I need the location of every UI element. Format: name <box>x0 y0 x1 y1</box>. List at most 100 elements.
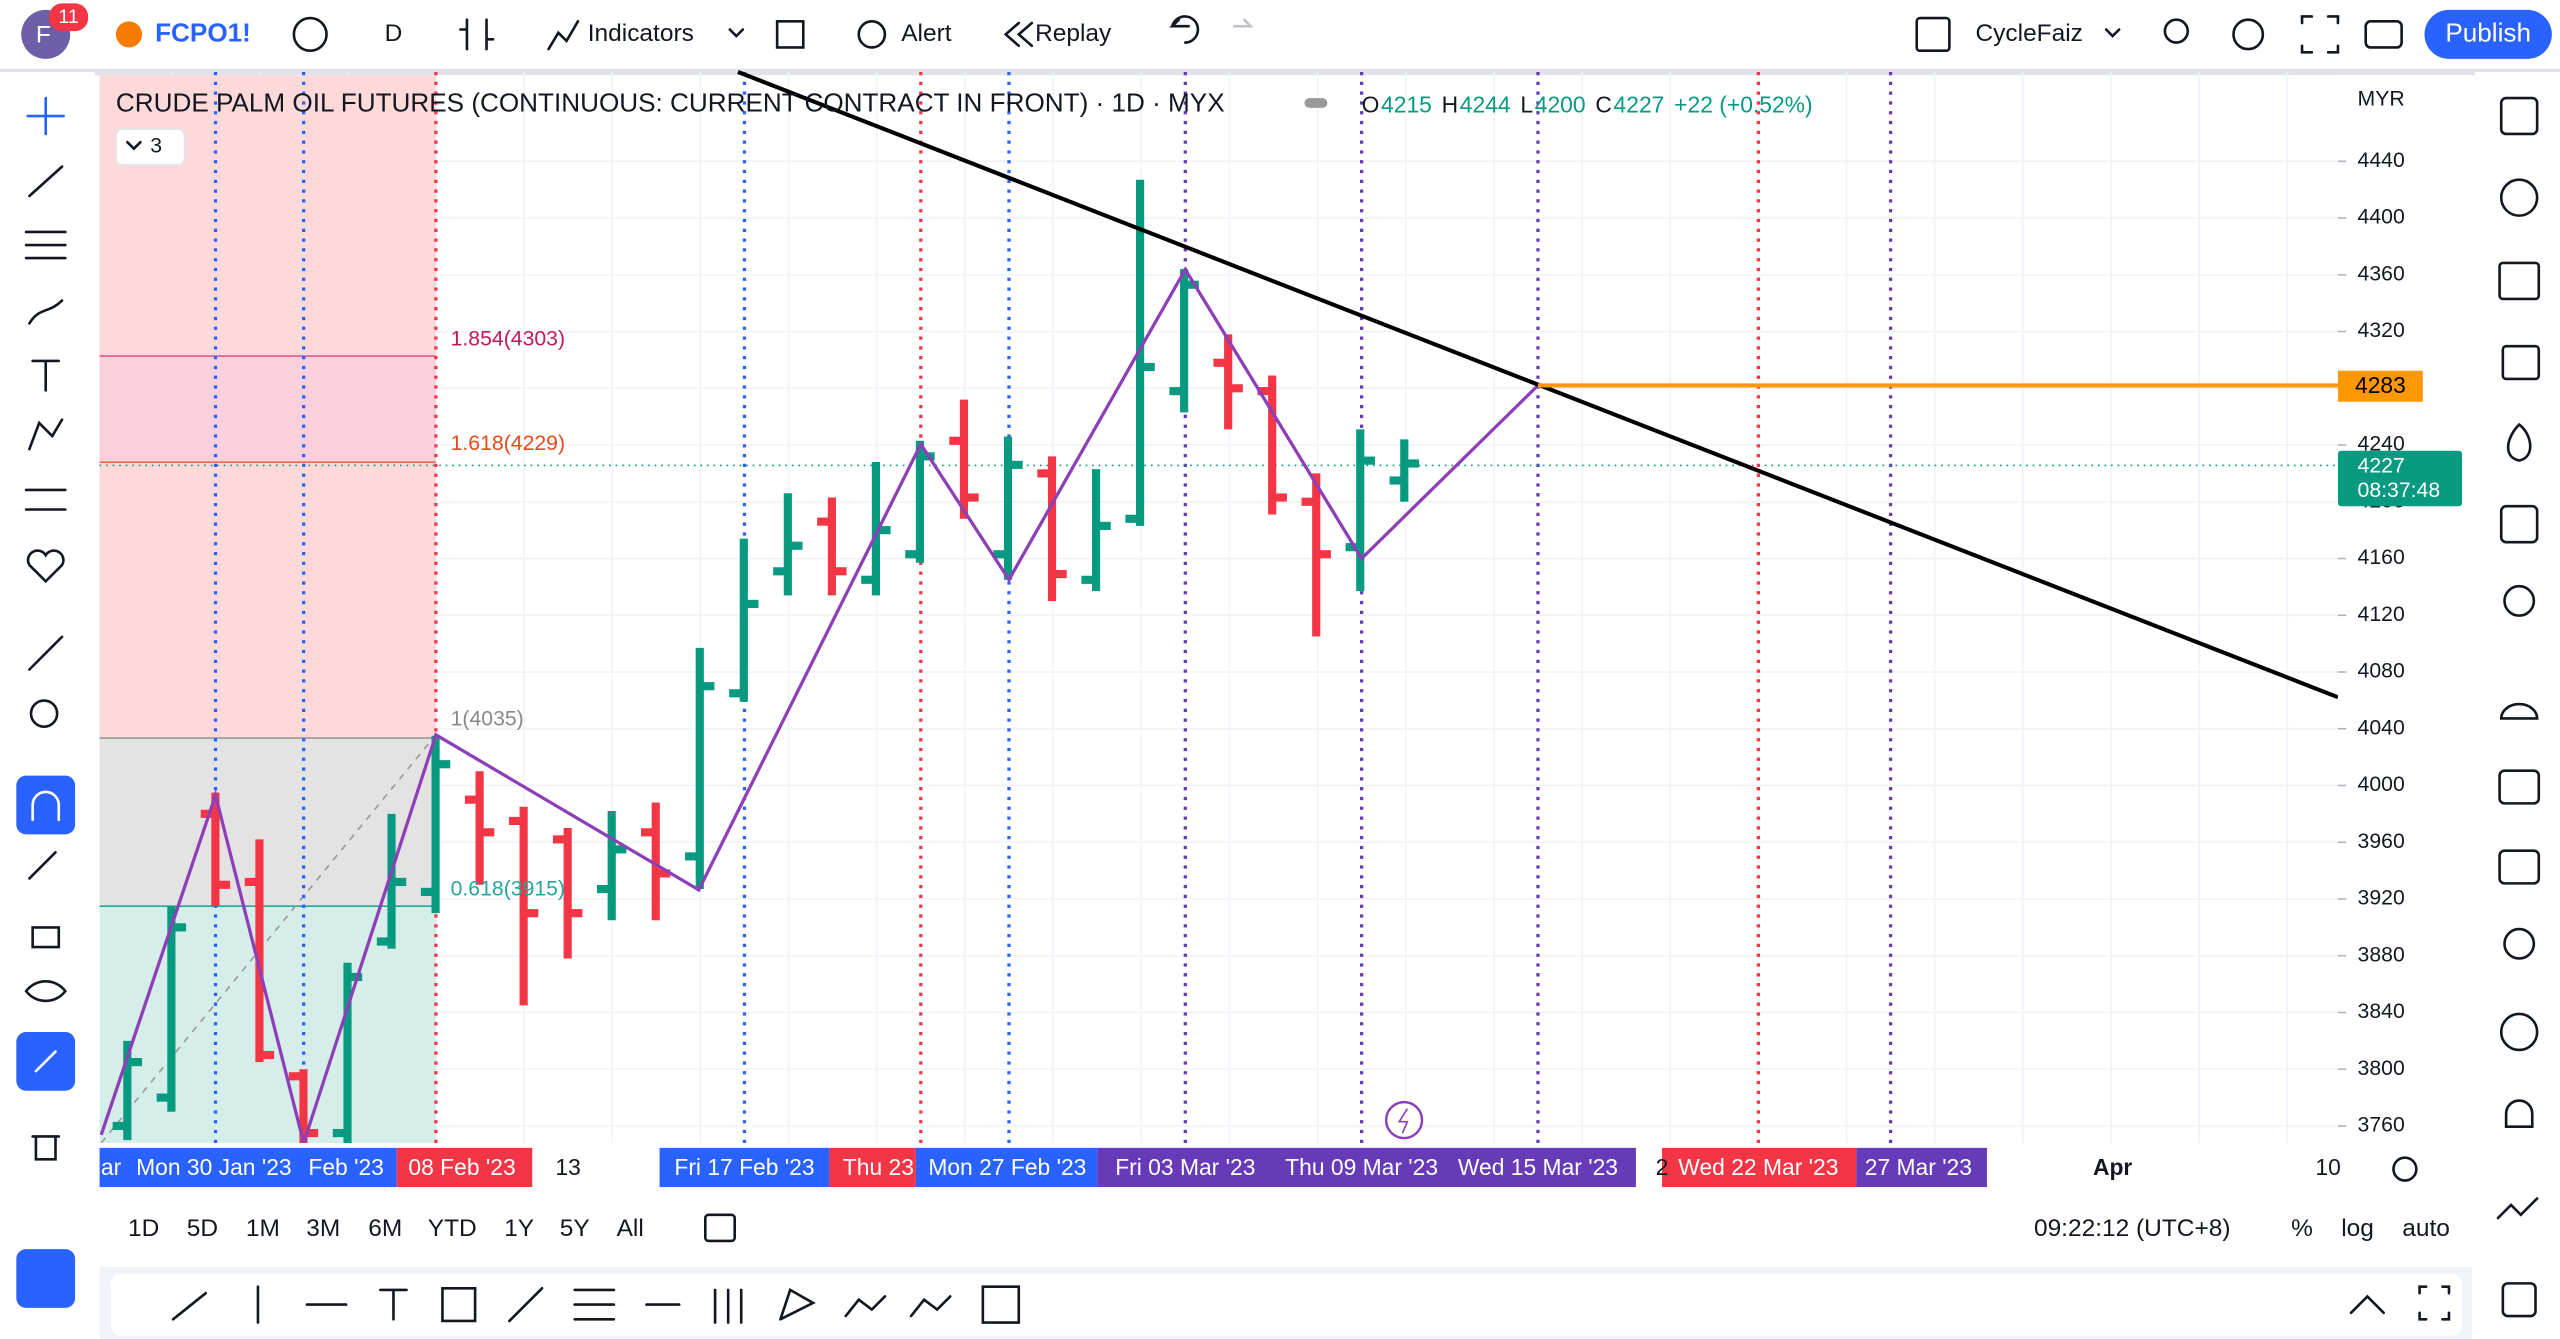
redo[interactable] <box>1232 18 1254 28</box>
fib-trend <box>100 734 437 1144</box>
hotlists[interactable] <box>2506 422 2532 462</box>
toolbar-controls[interactable] <box>2349 1285 2451 1321</box>
lightning <box>1397 1108 1409 1134</box>
axis-settings[interactable] <box>2392 1156 2418 1182</box>
text-tool[interactable] <box>31 359 61 392</box>
range-button[interactable]: All <box>617 1215 644 1242</box>
add-symbol[interactable] <box>292 16 328 53</box>
news[interactable] <box>2498 261 2541 301</box>
trash[interactable] <box>31 1135 61 1161</box>
legend-key: H <box>1442 91 1459 117</box>
fib-tool[interactable] <box>24 230 67 260</box>
y-tick-label: 4000 <box>2358 773 2405 796</box>
search[interactable] <box>2163 18 2190 44</box>
publish-button[interactable] <box>2424 9 2552 59</box>
fib-zone-gray <box>99 738 436 907</box>
snapshot[interactable] <box>2364 20 2403 49</box>
calendar[interactable] <box>2499 504 2539 544</box>
brush-tool[interactable] <box>28 299 64 325</box>
chevron[interactable] <box>728 28 745 38</box>
y-tick-label: 4240 <box>2358 433 2405 456</box>
date-label: Apr <box>2093 1154 2132 1180</box>
fib-label: 1(4035) <box>451 708 524 731</box>
data-window[interactable] <box>2501 344 2541 381</box>
legend-key: C <box>1595 91 1612 117</box>
fib-zone-teal <box>99 906 436 1143</box>
pattern-tool[interactable] <box>28 418 64 451</box>
layouts[interactable] <box>775 20 805 49</box>
date-range-blue <box>915 1147 1098 1188</box>
y-tick-label: 4440 <box>2358 149 2405 172</box>
range-button[interactable]: 1Y <box>504 1215 534 1242</box>
watchlist-star[interactable] <box>16 1249 76 1308</box>
undo[interactable] <box>1169 15 1200 44</box>
notifications[interactable] <box>2504 1099 2534 1128</box>
broadcasts[interactable] <box>2499 1012 2539 1052</box>
log-toggle[interactable]: log <box>2341 1215 2374 1242</box>
object-tree[interactable] <box>2501 1282 2537 1318</box>
range-button[interactable]: 5Y <box>560 1215 590 1242</box>
symbol-icon <box>115 21 143 48</box>
indicator-collapse[interactable] <box>115 128 186 166</box>
link <box>34 1050 57 1073</box>
range-button[interactable]: 6M <box>368 1215 402 1242</box>
alert[interactable]: Alert <box>901 20 952 47</box>
account[interactable]: CycleFaiz <box>1976 20 2083 47</box>
replay[interactable]: Replay <box>1035 20 1112 47</box>
chats[interactable] <box>2498 769 2541 805</box>
date-label: 27 Mar '23 <box>1865 1154 1972 1180</box>
alerts-panel[interactable] <box>2499 178 2539 217</box>
ohlc-legend: O 4215 H 4244 L 4200 C 4227 <box>1362 91 1665 117</box>
date-label: 2 <box>1656 1154 1669 1180</box>
chart-bg <box>99 75 2472 1192</box>
left-toolbar <box>0 71 95 1339</box>
drawing-tools[interactable] <box>171 1285 1021 1324</box>
y-tick-label: 4040 <box>2358 716 2405 739</box>
account-chevron[interactable] <box>2104 28 2121 38</box>
range-button[interactable]: 1D <box>128 1215 159 1242</box>
auto-toggle[interactable]: auto <box>2402 1215 2450 1242</box>
percent-toggle[interactable]: % <box>2291 1215 2313 1242</box>
trading-panel[interactable] <box>2496 1197 2539 1220</box>
trend-tool[interactable] <box>28 165 64 198</box>
magnet-active[interactable] <box>16 775 76 835</box>
range-button[interactable]: 3M <box>306 1215 340 1242</box>
y-tick-label: 3840 <box>2358 1000 2405 1023</box>
range-button[interactable]: 5D <box>187 1215 218 1242</box>
lock[interactable] <box>31 926 61 949</box>
vertical-grid <box>99 71 2338 1143</box>
zigzag <box>99 266 1540 1149</box>
magnet <box>31 790 61 822</box>
event-marker[interactable] <box>1384 1100 1424 1140</box>
stay-drawing[interactable] <box>28 851 57 880</box>
tech-ideas[interactable] <box>2503 927 2536 960</box>
goto-date[interactable] <box>704 1213 736 1243</box>
legend-toggle[interactable] <box>1304 98 1328 108</box>
indicators[interactable]: Indicators <box>588 20 694 47</box>
currency[interactable]: MYR <box>2358 87 2405 110</box>
streams[interactable] <box>2499 702 2539 720</box>
range-button[interactable]: YTD <box>428 1215 477 1242</box>
date-label: Mon 27 Feb '23 <box>928 1154 1086 1180</box>
indicators-icon <box>547 20 580 51</box>
settings[interactable] <box>2232 18 2265 51</box>
fullscreen[interactable] <box>2300 15 2340 54</box>
zoom[interactable] <box>29 699 59 728</box>
right-toolbar <box>2475 71 2560 1339</box>
date-range-red <box>829 1147 916 1188</box>
favorites[interactable] <box>26 549 65 584</box>
target-price: 4283 <box>2355 372 2406 398</box>
ruler[interactable] <box>28 635 64 671</box>
watchlist[interactable] <box>2499 96 2539 136</box>
symbol[interactable]: FCPO1! <box>155 17 251 47</box>
visibility[interactable] <box>24 980 67 1003</box>
range-button[interactable]: 1M <box>246 1215 280 1242</box>
forecast-tool[interactable] <box>24 488 67 511</box>
date-label: Thu 23 <box>843 1154 914 1180</box>
crosshair[interactable] <box>26 96 65 136</box>
messages[interactable] <box>2498 849 2541 885</box>
ideas[interactable] <box>2503 584 2536 617</box>
y-tick-label: 3920 <box>2358 887 2405 910</box>
interval[interactable]: D <box>385 20 403 47</box>
bar-style[interactable] <box>459 18 495 51</box>
